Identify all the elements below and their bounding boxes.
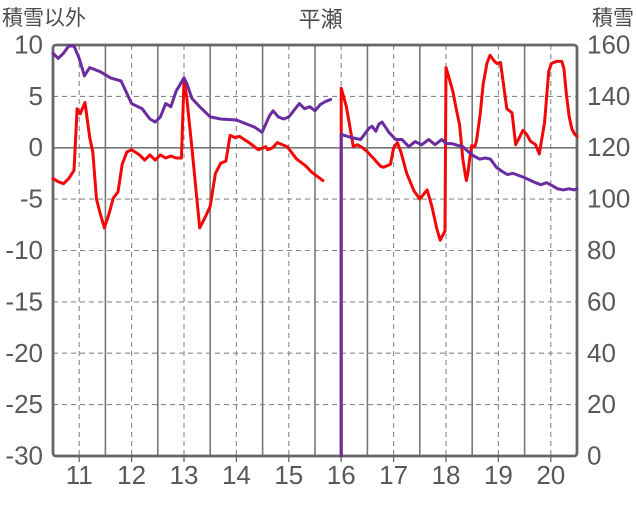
svg-text:14: 14 (222, 460, 251, 490)
svg-text:-15: -15 (5, 286, 43, 316)
svg-text:40: 40 (587, 338, 616, 368)
svg-text:平瀬: 平瀬 (299, 7, 343, 32)
svg-text:20: 20 (536, 460, 565, 490)
svg-text:0: 0 (29, 132, 43, 162)
svg-text:17: 17 (379, 460, 408, 490)
svg-text:11: 11 (66, 460, 93, 490)
svg-text:80: 80 (587, 235, 616, 265)
svg-text:0: 0 (587, 441, 601, 471)
svg-text:12: 12 (117, 460, 146, 490)
svg-text:積雪: 積雪 (592, 7, 634, 30)
svg-text:100: 100 (587, 184, 630, 214)
svg-text:-25: -25 (5, 389, 43, 419)
svg-text:120: 120 (587, 132, 630, 162)
svg-text:19: 19 (484, 460, 513, 490)
svg-text:5: 5 (29, 81, 43, 111)
svg-text:-20: -20 (5, 338, 43, 368)
svg-text:13: 13 (170, 460, 199, 490)
svg-text:-5: -5 (20, 184, 43, 214)
svg-text:16: 16 (327, 460, 356, 490)
svg-text:15: 15 (274, 460, 303, 490)
svg-text:10: 10 (14, 30, 43, 60)
svg-text:積雪以外: 積雪以外 (2, 7, 86, 30)
svg-text:-30: -30 (5, 441, 43, 471)
svg-text:-10: -10 (5, 235, 43, 265)
svg-text:140: 140 (587, 81, 630, 111)
svg-text:160: 160 (587, 30, 630, 60)
svg-text:60: 60 (587, 286, 616, 316)
svg-text:18: 18 (432, 460, 461, 490)
svg-text:20: 20 (587, 389, 616, 419)
